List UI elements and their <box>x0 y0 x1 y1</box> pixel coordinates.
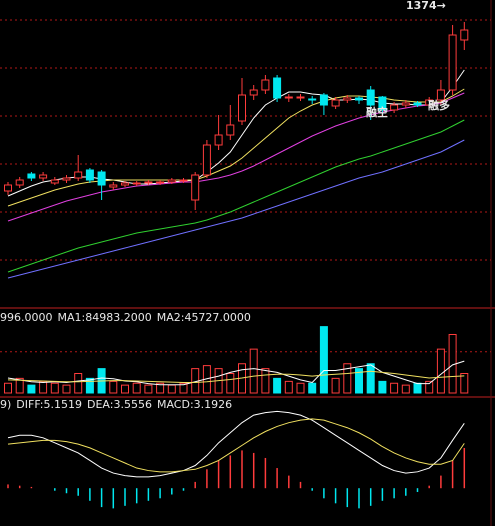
volume-bar <box>179 382 188 394</box>
candle-body <box>261 79 270 91</box>
volume-bar <box>296 382 305 394</box>
candle-body <box>390 104 399 111</box>
annotation: 融空 <box>366 105 388 119</box>
indicator-header: 996.0000 <box>0 311 53 324</box>
candle-body <box>167 179 176 183</box>
candle-body <box>97 171 106 186</box>
volume-bar <box>27 384 36 394</box>
volume-bar <box>167 384 176 394</box>
indicator-header: 9) <box>0 398 11 411</box>
candle-body <box>296 96 305 99</box>
annotation: 融多 <box>428 98 450 112</box>
candle-body <box>50 179 59 184</box>
volume-bar <box>401 384 410 394</box>
candle-body <box>226 124 235 136</box>
candle-body <box>109 184 118 188</box>
volume-bar <box>85 377 94 394</box>
candle-body <box>308 98 317 101</box>
volume-bar <box>156 382 165 394</box>
volume-bar <box>460 373 469 394</box>
candle-body <box>85 169 94 181</box>
indicator-header: MACD:3.1926 <box>157 398 232 411</box>
candle-body <box>238 94 246 122</box>
indicator-line <box>7 370 465 383</box>
candle-body <box>319 94 328 106</box>
candle-body <box>156 181 165 184</box>
candle-body <box>132 182 141 185</box>
candle-body <box>27 173 36 179</box>
volume-bar <box>308 382 317 394</box>
indicator-header: DIFF:5.1519 <box>16 398 82 411</box>
volume-bar <box>15 377 24 394</box>
volume-bar <box>50 382 59 394</box>
volume-bar <box>249 348 258 394</box>
candle-body <box>39 174 48 179</box>
indicator-line <box>7 92 465 222</box>
volume-bar <box>62 384 71 394</box>
volume-bar <box>378 380 387 394</box>
volume-bar <box>413 382 422 394</box>
volume-bar <box>109 380 118 394</box>
candle-body <box>366 89 375 106</box>
candle-body <box>144 181 153 184</box>
volume-bar <box>121 384 129 394</box>
candle-body <box>401 102 410 106</box>
candle-body <box>74 171 83 179</box>
volume-bar <box>319 326 328 394</box>
indicator-line <box>7 418 465 473</box>
annotation: 1374→ <box>406 0 446 12</box>
indicator-line <box>7 119 465 273</box>
candle-body <box>273 77 282 99</box>
volume-bar <box>226 373 235 394</box>
volume-bar <box>273 377 282 394</box>
indicator-line <box>7 139 465 279</box>
candle-body <box>448 34 457 91</box>
volume-bar <box>74 373 83 394</box>
volume-bar <box>132 382 141 394</box>
volume-bar <box>4 382 12 394</box>
indicator-line <box>7 88 465 207</box>
volume-bar <box>39 380 48 394</box>
volume-bar <box>390 382 399 394</box>
candle-body <box>425 99 434 106</box>
candle-body <box>121 182 129 186</box>
indicator-line <box>7 69 465 197</box>
candle-body <box>331 99 340 107</box>
candle-body <box>378 96 387 111</box>
indicator-line <box>7 410 465 478</box>
volume-bar <box>425 380 434 394</box>
volume-bar <box>144 384 153 394</box>
candle-body <box>4 184 12 192</box>
volume-bar <box>343 363 352 394</box>
candle-body <box>179 179 188 182</box>
indicator-header: MA2:45727.0000 <box>157 311 251 324</box>
indicator-line <box>7 360 465 386</box>
candle-body <box>355 97 363 101</box>
candle-body <box>15 179 24 186</box>
candle-body <box>202 144 211 176</box>
candle-body <box>343 97 352 101</box>
candle-body <box>413 102 422 106</box>
volume-bar <box>331 377 340 394</box>
candle-body <box>191 174 200 201</box>
candle-body <box>62 177 71 181</box>
candle-body <box>436 89 445 101</box>
candle-body <box>460 29 469 41</box>
candle-body <box>214 134 223 146</box>
indicator-header: DEA:3.5556 <box>87 398 152 411</box>
volume-bar <box>284 380 293 394</box>
volume-bar <box>366 363 375 394</box>
volume-bar <box>436 348 445 394</box>
candle-body <box>249 89 258 96</box>
volume-bar <box>355 368 363 394</box>
candle-body <box>284 96 293 99</box>
volume-bar <box>261 368 270 394</box>
indicator-header: MA1:84983.2000 <box>58 311 152 324</box>
